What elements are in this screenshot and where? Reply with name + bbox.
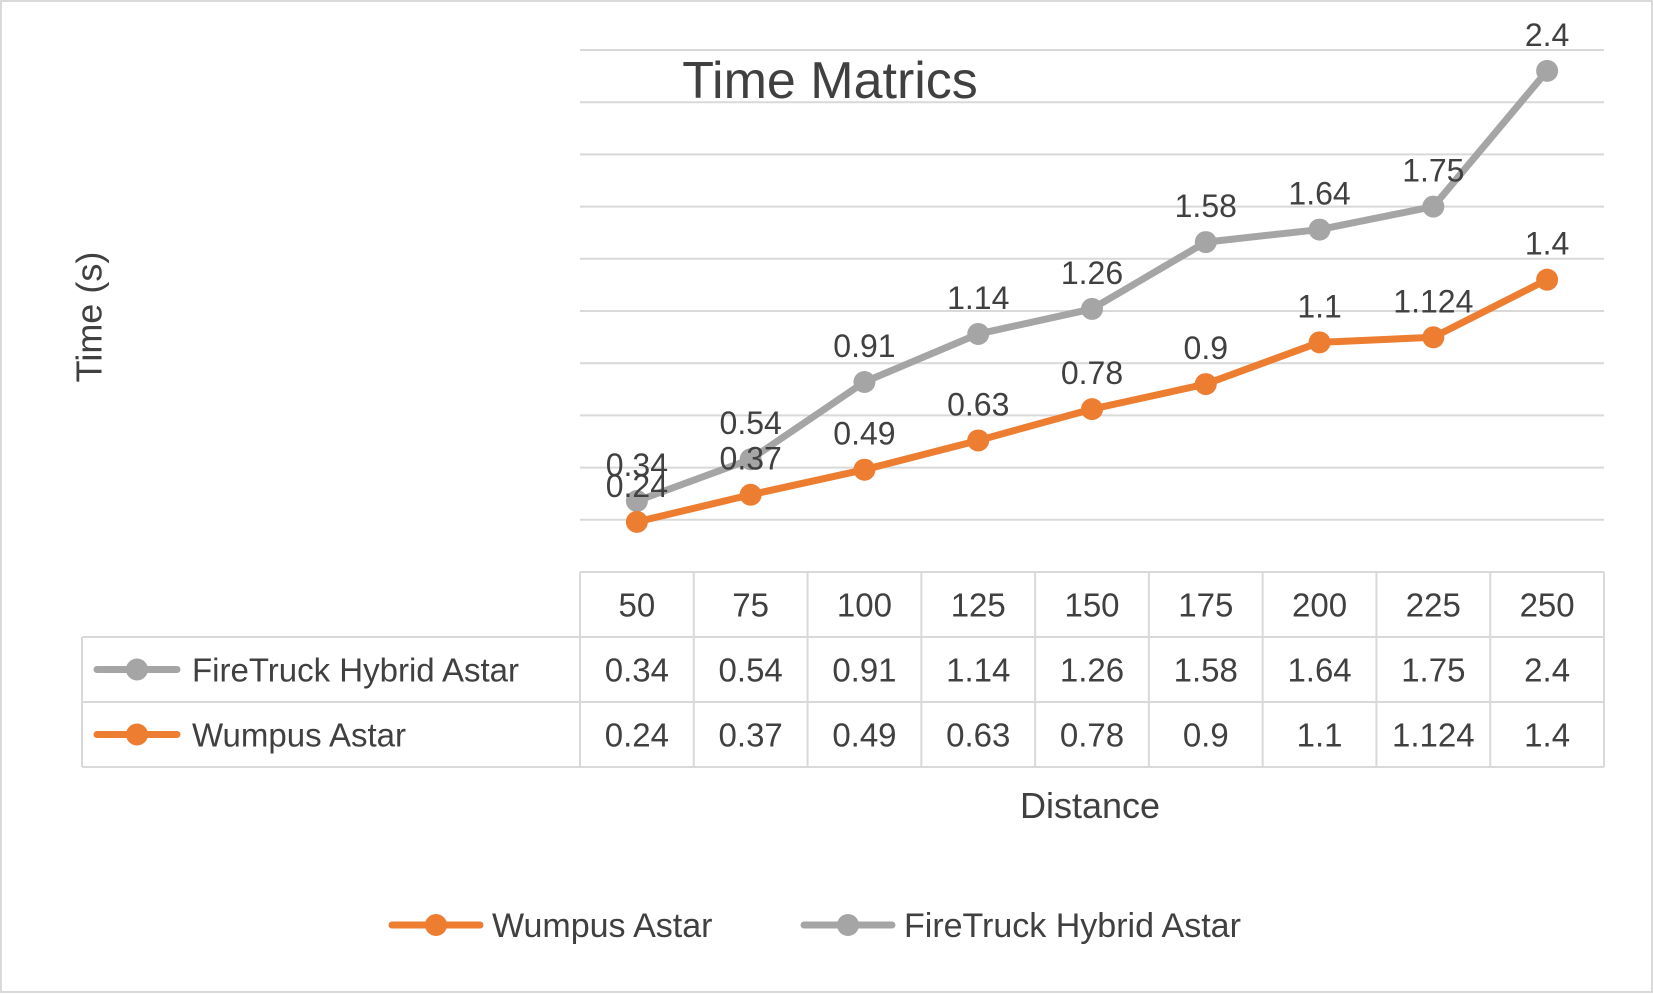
data-label-wumpus-astar: 0.49 xyxy=(833,416,895,452)
data-label-firetruck-hybrid-astar: 1.75 xyxy=(1402,153,1464,189)
data-point-firetruck-hybrid-astar xyxy=(853,370,876,393)
data-label-firetruck-hybrid-astar: 1.58 xyxy=(1175,188,1237,224)
data-label-firetruck-hybrid-astar: 1.64 xyxy=(1288,176,1350,212)
data-point-firetruck-hybrid-astar xyxy=(1081,297,1103,320)
x-tick-label: 175 xyxy=(1178,587,1233,624)
data-label-wumpus-astar: 0.63 xyxy=(947,386,1009,422)
y-axis-title: Time (s) xyxy=(69,252,110,383)
data-label-wumpus-astar: 1.124 xyxy=(1393,283,1473,319)
x-tick-label: 250 xyxy=(1520,587,1575,624)
table-cell-firetruck-hybrid-astar: 1.14 xyxy=(946,652,1010,689)
table-series-name-wumpus-astar: Wumpus Astar xyxy=(192,717,406,754)
data-point-firetruck-hybrid-astar xyxy=(967,322,990,345)
x-tick-label: 75 xyxy=(732,587,769,624)
table-cell-wumpus-astar: 1.1 xyxy=(1297,717,1343,754)
data-point-firetruck-hybrid-astar xyxy=(625,490,648,513)
data-point-firetruck-hybrid-astar xyxy=(739,448,762,471)
data-point-wumpus-astar xyxy=(967,429,990,452)
table-cell-wumpus-astar: 0.63 xyxy=(946,717,1010,754)
table-cell-wumpus-astar: 0.9 xyxy=(1183,717,1229,754)
table-cell-wumpus-astar: 0.49 xyxy=(832,717,896,754)
data-point-wumpus-astar xyxy=(1308,331,1331,354)
data-label-wumpus-astar: 0.78 xyxy=(1061,355,1123,391)
table-cell-firetruck-hybrid-astar: 1.58 xyxy=(1174,652,1238,689)
data-label-firetruck-hybrid-astar: 1.14 xyxy=(947,280,1009,316)
table-cell-wumpus-astar: 1.4 xyxy=(1524,717,1570,754)
table-cell-wumpus-astar: 0.78 xyxy=(1060,717,1124,754)
table-cell-firetruck-hybrid-astar: 1.75 xyxy=(1401,652,1465,689)
x-tick-label: 125 xyxy=(951,587,1006,624)
x-axis-title: Distance xyxy=(1020,785,1160,826)
x-tick-label: 50 xyxy=(619,587,656,624)
table-cell-wumpus-astar: 0.37 xyxy=(719,717,783,754)
x-tick-label: 150 xyxy=(1064,587,1119,624)
data-point-wumpus-astar xyxy=(739,483,762,506)
data-point-wumpus-astar xyxy=(1194,373,1217,396)
data-labels: 0.34 0.54 0.91 1.14 1.26 1.58 1.64 1.75 2.4 0.24 0… xyxy=(606,17,1570,504)
data-label-wumpus-astar: 1.4 xyxy=(1525,226,1569,262)
data-label-wumpus-astar: 0.9 xyxy=(1184,330,1228,366)
data-point-wumpus-astar xyxy=(1536,268,1559,291)
x-tick-label: 100 xyxy=(837,587,892,624)
data-point-firetruck-hybrid-astar xyxy=(1422,195,1445,218)
legend-marker-wumpus-astar xyxy=(425,914,447,936)
data-point-firetruck-hybrid-astar xyxy=(1308,218,1331,241)
table-cell-firetruck-hybrid-astar: 0.54 xyxy=(719,652,783,689)
data-point-wumpus-astar xyxy=(625,510,648,533)
data-label-firetruck-hybrid-astar: 0.54 xyxy=(720,405,782,441)
table-cell-firetruck-hybrid-astar: 0.91 xyxy=(832,652,896,689)
legend-label-wumpus-astar: Wumpus Astar xyxy=(492,907,712,945)
table-cell-wumpus-astar: 0.24 xyxy=(605,717,669,754)
table-series-name-firetruck-hybrid-astar: FireTruck Hybrid Astar xyxy=(192,652,519,689)
data-point-firetruck-hybrid-astar xyxy=(1194,231,1217,254)
table-legend-marker-firetruck-hybrid-astar xyxy=(126,658,148,681)
table-legend-marker-wumpus-astar xyxy=(126,723,148,746)
table-cell-firetruck-hybrid-astar: 0.34 xyxy=(605,652,669,689)
chart-title: Time Matrics xyxy=(682,52,978,110)
data-point-wumpus-astar xyxy=(1422,326,1445,349)
data-label-wumpus-astar: 0.24 xyxy=(606,468,668,504)
data-point-wumpus-astar xyxy=(1081,398,1103,421)
legend-label-firetruck-hybrid-astar: FireTruck Hybrid Astar xyxy=(904,907,1241,945)
data-label-firetruck-hybrid-astar: 0.91 xyxy=(833,328,895,364)
data-point-wumpus-astar xyxy=(853,458,876,481)
data-label-firetruck-hybrid-astar: 2.4 xyxy=(1525,17,1569,53)
data-point-firetruck-hybrid-astar xyxy=(1536,59,1559,82)
legend-marker-firetruck-hybrid-astar xyxy=(837,914,859,936)
series-layer xyxy=(625,59,1559,533)
legend: Wumpus Astar FireTruck Hybrid Astar xyxy=(388,907,1241,945)
data-label-wumpus-astar: 1.1 xyxy=(1297,288,1341,324)
data-label-firetruck-hybrid-astar: 0.34 xyxy=(606,447,668,483)
table-cell-firetruck-hybrid-astar: 1.26 xyxy=(1060,652,1124,689)
data-table: 50 75 100 125 150 175 200 225 250 FireTruck Hybri… xyxy=(81,571,1605,768)
table-cell-firetruck-hybrid-astar: 1.64 xyxy=(1287,652,1351,689)
data-label-wumpus-astar: 0.37 xyxy=(720,441,782,477)
x-tick-label: 225 xyxy=(1406,587,1461,624)
data-label-firetruck-hybrid-astar: 1.26 xyxy=(1061,255,1123,291)
table-cell-firetruck-hybrid-astar: 2.4 xyxy=(1524,652,1570,689)
x-tick-label: 200 xyxy=(1292,587,1347,624)
table-cell-wumpus-astar: 1.124 xyxy=(1392,717,1475,754)
